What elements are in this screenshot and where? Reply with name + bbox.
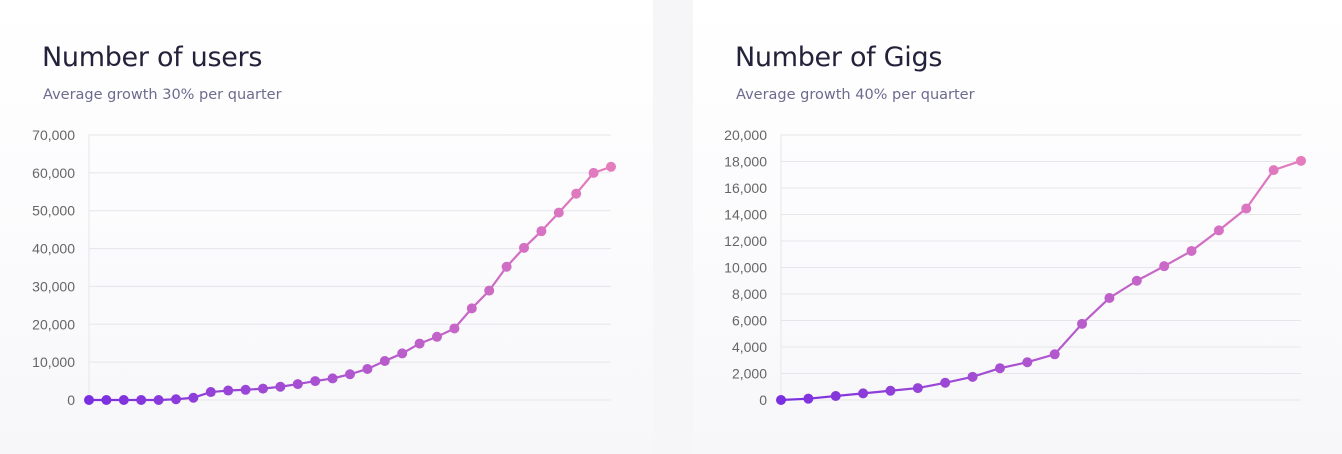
data-point — [84, 395, 94, 405]
data-point — [136, 395, 147, 405]
y-tick-label: 0 — [759, 392, 767, 408]
chart-title: Number of Gigs — [735, 42, 943, 73]
line-segment — [1163, 249, 1193, 268]
gigs-chart-card: Number of Gigs Average growth 40% per qu… — [693, 0, 1342, 454]
users-line-chart: 0 10,000 20,000 30,000 40,000 50,000 60,000 70,… — [32, 127, 616, 408]
data-point — [803, 393, 814, 404]
line-segment — [1245, 169, 1275, 210]
chart-subtitle: Average growth 30% per quarter — [43, 87, 282, 103]
data-point — [553, 207, 564, 218]
data-point — [223, 385, 234, 396]
data-point — [885, 385, 896, 396]
data-point — [240, 384, 251, 395]
data-point — [153, 395, 164, 405]
gigs-line-chart: 0 2,000 4,000 6,000 8,000 10,000 12,000 14,000 1… — [724, 127, 1306, 408]
data-point — [776, 395, 786, 405]
data-point — [379, 356, 390, 367]
data-point — [858, 388, 869, 399]
y-tick-label: 6,000 — [732, 313, 767, 329]
y-tick-label: 0 — [67, 392, 75, 408]
series-line — [779, 159, 1303, 402]
data-point — [205, 387, 216, 398]
data-point — [571, 188, 582, 199]
data-point — [1159, 261, 1170, 272]
y-tick-label: 14,000 — [724, 207, 767, 223]
y-tick-label: 4,000 — [732, 339, 767, 355]
data-point — [536, 226, 547, 237]
chart-title: Number of users — [42, 42, 263, 73]
data-point — [830, 391, 841, 402]
line-segment — [1190, 229, 1220, 253]
data-point — [397, 348, 408, 359]
data-point — [292, 379, 303, 390]
data-point — [258, 383, 268, 394]
data-point — [1241, 203, 1252, 214]
y-tick-label: 20,000 — [32, 316, 75, 332]
line-segment — [1053, 322, 1084, 356]
data-point — [1104, 292, 1115, 303]
data-point — [1213, 225, 1224, 236]
data-point — [606, 161, 616, 172]
data-point — [327, 373, 338, 384]
data-point — [1268, 165, 1279, 176]
data-point — [994, 363, 1005, 374]
data-point — [432, 331, 442, 342]
y-tick-label: 50,000 — [32, 203, 75, 219]
data-point — [449, 323, 460, 334]
y-tick-label: 30,000 — [32, 278, 75, 294]
data-point — [362, 363, 373, 374]
card-gap — [653, 0, 693, 454]
line-segment — [1135, 265, 1166, 282]
data-point — [1296, 155, 1306, 166]
data-point — [414, 338, 425, 349]
line-segment — [1217, 207, 1248, 232]
y-tick-label: 60,000 — [32, 165, 75, 181]
data-point — [275, 381, 286, 392]
data-point — [967, 371, 978, 382]
y-tick-label: 70,000 — [32, 127, 75, 143]
data-point — [912, 383, 923, 394]
y-tick-label: 12,000 — [724, 233, 767, 249]
series-line — [87, 165, 613, 402]
data-point — [940, 377, 951, 388]
data-point — [1077, 318, 1088, 329]
y-tick-label: 10,000 — [724, 260, 767, 276]
chart-subtitle: Average growth 40% per quarter — [736, 87, 975, 103]
data-point — [466, 303, 477, 314]
data-point — [118, 395, 129, 405]
y-tick-label: 16,000 — [724, 180, 767, 196]
line-segment — [1108, 279, 1138, 300]
data-point — [501, 261, 512, 272]
y-tick-label: 18,000 — [724, 154, 767, 170]
y-tick-label: 20,000 — [724, 127, 767, 143]
y-tick-label: 10,000 — [32, 354, 75, 370]
users-chart-card: Number of users Average growth 30% per q… — [0, 0, 653, 454]
data-point — [588, 167, 599, 178]
data-point — [1186, 245, 1197, 256]
data-point — [484, 285, 495, 296]
data-point — [101, 395, 112, 405]
data-point — [1049, 349, 1060, 360]
data-point — [1131, 275, 1142, 286]
data-point — [171, 394, 181, 405]
data-point — [345, 369, 355, 380]
y-tick-label: 2,000 — [732, 366, 767, 382]
data-point — [310, 376, 321, 387]
y-tick-label: 40,000 — [32, 241, 75, 257]
data-point — [188, 392, 199, 403]
data-point — [1022, 357, 1033, 368]
data-point — [519, 242, 529, 253]
y-tick-label: 8,000 — [732, 286, 767, 302]
line-segment — [1080, 296, 1111, 325]
